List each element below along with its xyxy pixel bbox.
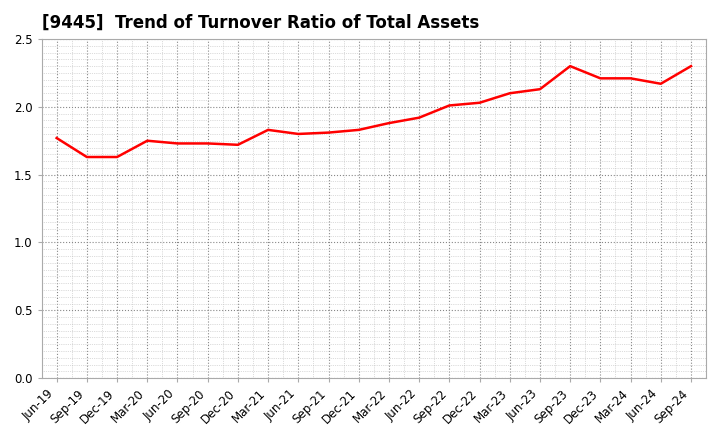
Text: [9445]  Trend of Turnover Ratio of Total Assets: [9445] Trend of Turnover Ratio of Total … [42, 14, 479, 32]
